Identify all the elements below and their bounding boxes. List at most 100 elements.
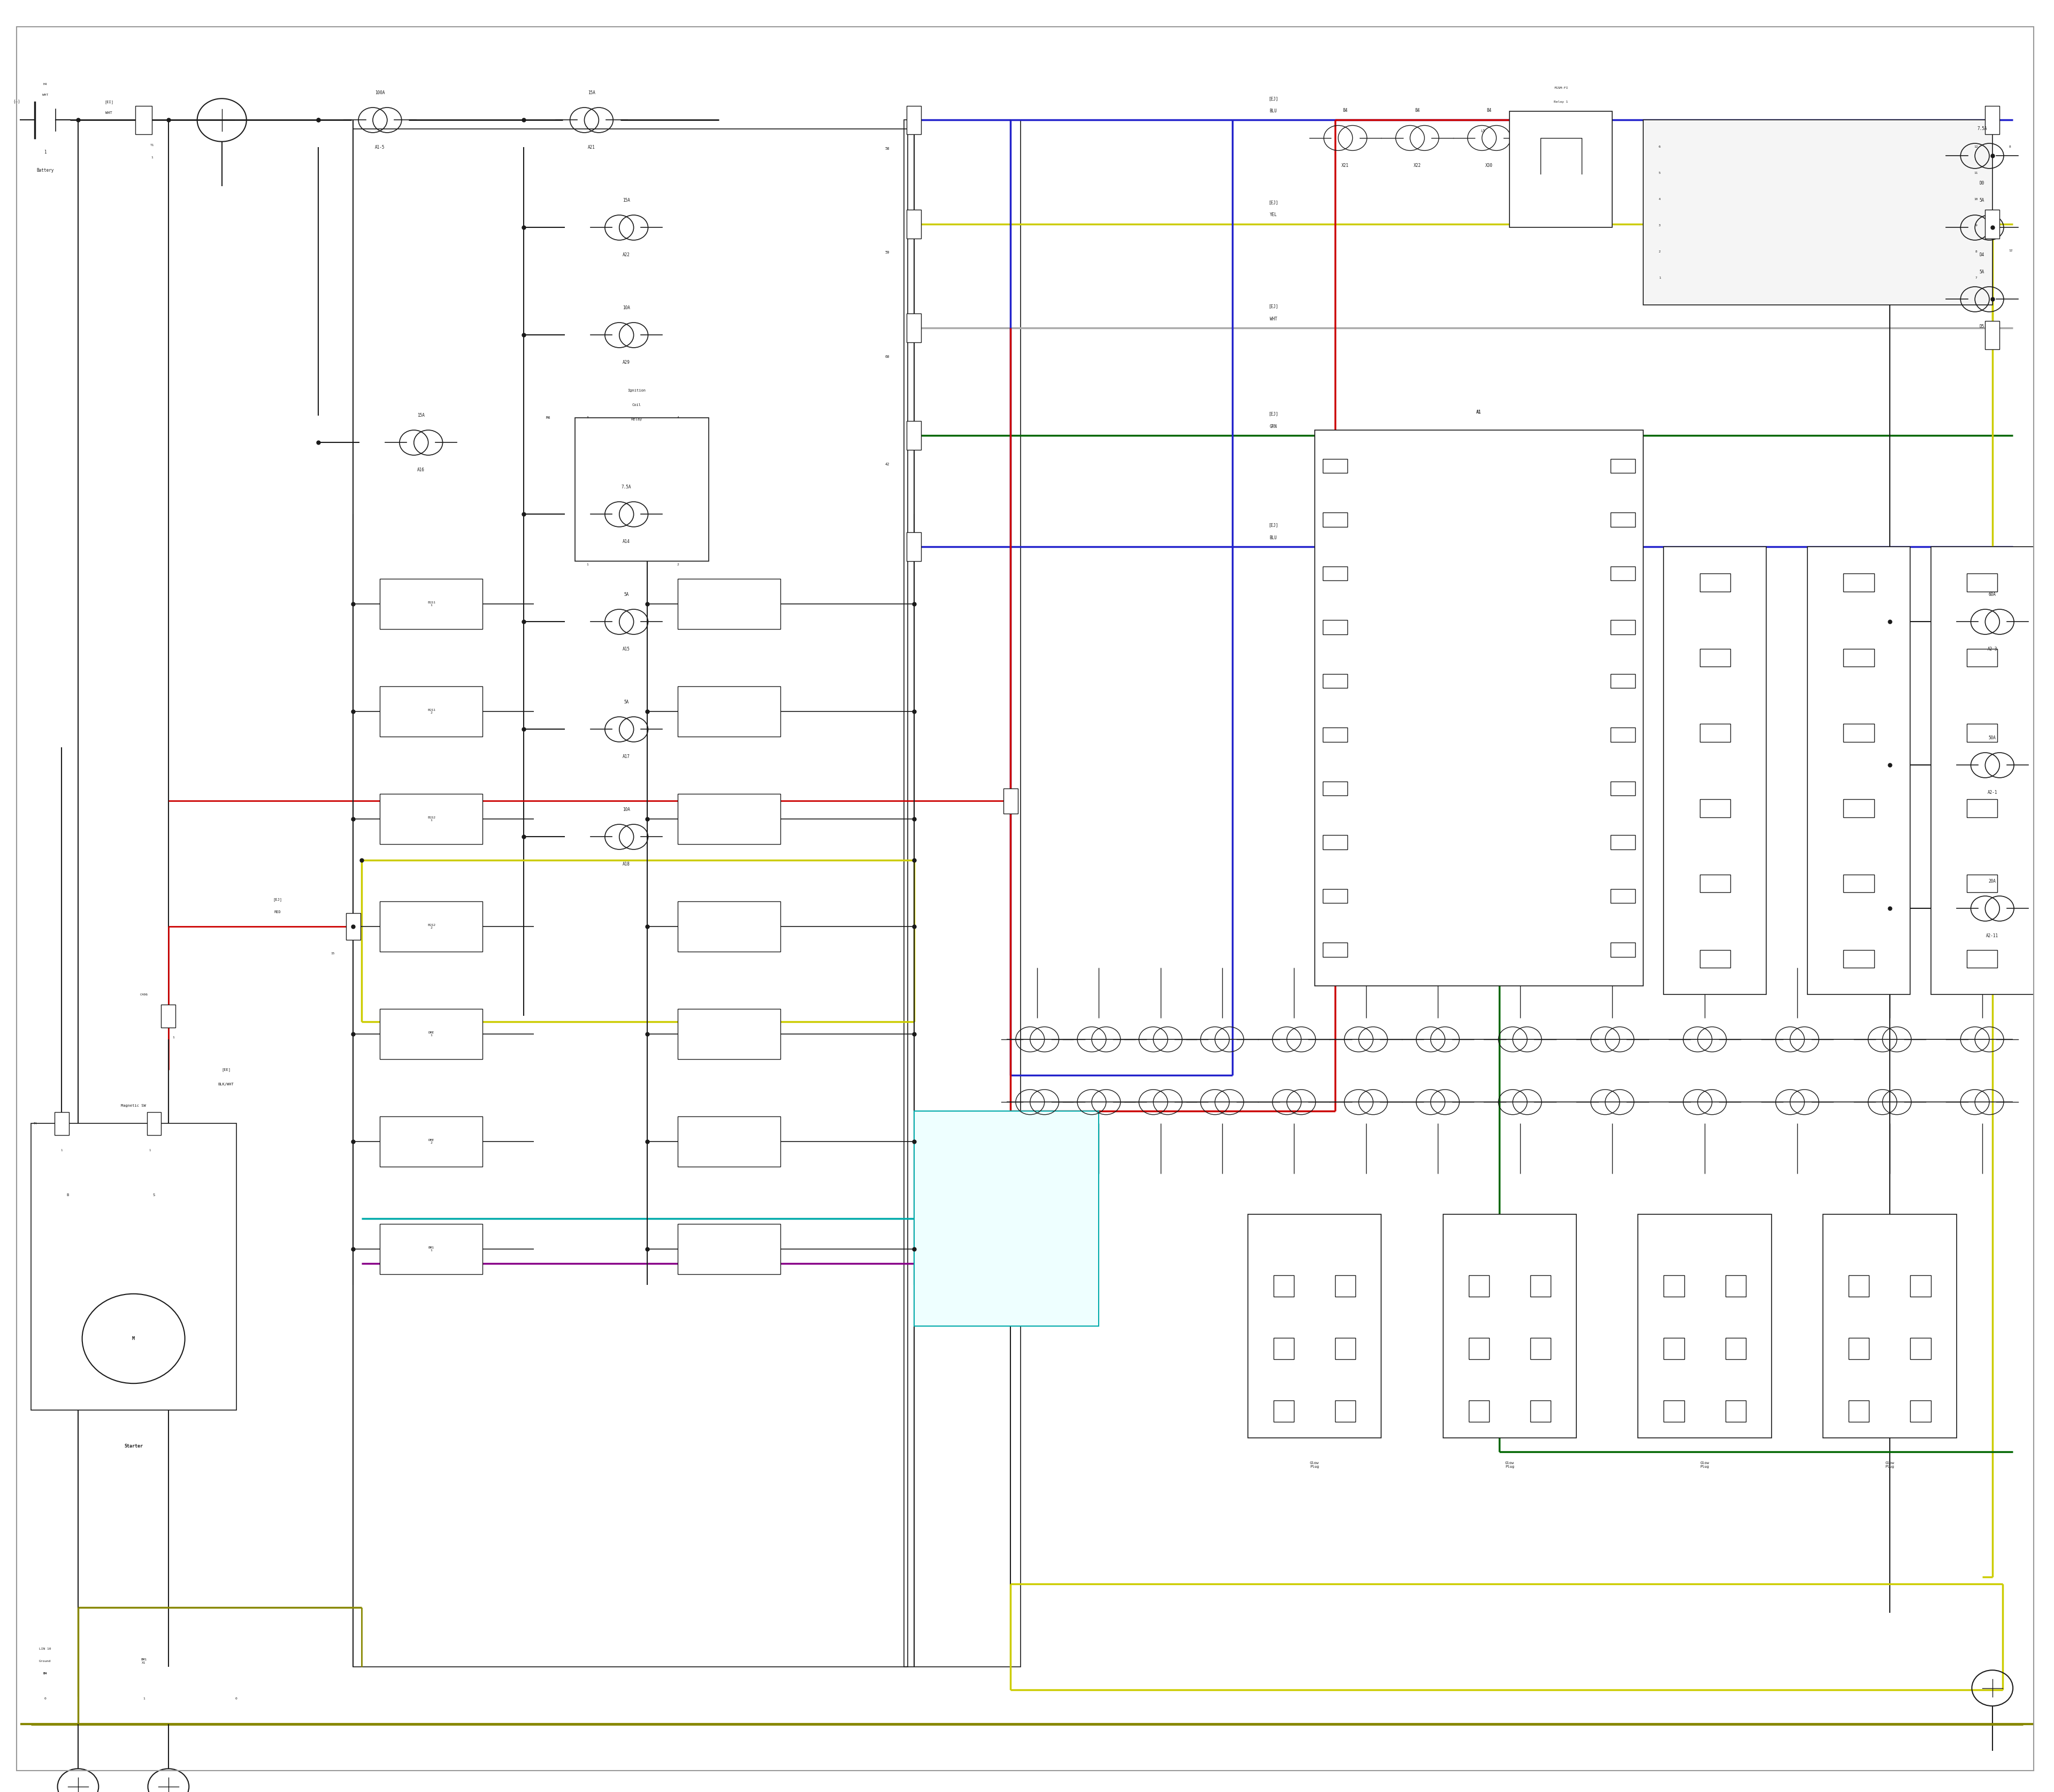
Bar (1335, 1337, 1356, 1358)
Text: Starter: Starter (123, 1444, 144, 1448)
Bar (678, 1009, 781, 1059)
Text: [EJ]: [EJ] (1269, 523, 1278, 527)
Text: 11: 11 (1974, 172, 1978, 174)
Bar (1323, 728, 1347, 742)
Bar (345, 912, 362, 939)
Bar (908, 532, 922, 561)
Text: Ground: Ground (39, 1659, 51, 1663)
Text: DME
2: DME 2 (429, 1138, 433, 1145)
Text: Glow
Plug: Glow Plug (1310, 1462, 1319, 1468)
Text: 7.5A: 7.5A (1978, 125, 1986, 131)
Bar (1849, 1337, 1869, 1358)
Text: BM1
1: BM1 1 (429, 1245, 433, 1253)
Bar (1323, 889, 1347, 903)
Text: A1: A1 (1477, 410, 1481, 414)
Text: A18: A18 (622, 862, 631, 867)
Bar (380, 1116, 483, 1167)
Bar (1530, 1401, 1551, 1423)
Text: 5A: 5A (624, 591, 629, 597)
Text: GRN: GRN (1269, 425, 1278, 428)
Bar (1323, 781, 1347, 796)
Bar (380, 1224, 483, 1274)
Bar (1610, 566, 1635, 581)
Text: C406: C406 (140, 993, 148, 996)
Text: X21: X21 (1341, 163, 1349, 168)
Bar (908, 210, 922, 238)
Text: 5A: 5A (1980, 269, 1984, 274)
Text: B4: B4 (1343, 108, 1347, 113)
Bar (1701, 724, 1729, 742)
Bar (1323, 674, 1347, 688)
Bar (908, 421, 922, 450)
Text: BM1
X1: BM1 X1 (142, 1658, 146, 1665)
Bar (1323, 620, 1347, 634)
Text: DME
1: DME 1 (429, 1030, 433, 1038)
Bar (1610, 459, 1635, 473)
Text: M4: M4 (546, 416, 550, 419)
Bar (1323, 513, 1347, 527)
Text: 59: 59 (885, 251, 889, 254)
Bar (1610, 674, 1635, 688)
Bar (1664, 1276, 1684, 1297)
Bar (1442, 1215, 1577, 1437)
Bar (1849, 1401, 1869, 1423)
Bar (53, 1111, 68, 1136)
Text: Glow
Plug: Glow Plug (1506, 1462, 1514, 1468)
Text: EGS2
1: EGS2 1 (427, 815, 435, 823)
Text: L5: L5 (1481, 129, 1485, 133)
Text: D5: D5 (1980, 324, 1984, 330)
Text: (+): (+) (12, 100, 21, 104)
Bar (575, 418, 709, 561)
Text: B4: B4 (1487, 108, 1491, 113)
Text: 15A: 15A (417, 412, 425, 418)
Text: B4: B4 (43, 1672, 47, 1676)
Text: X22: X22 (1413, 163, 1421, 168)
Text: A14: A14 (622, 539, 631, 545)
Text: [EJ]: [EJ] (273, 898, 281, 901)
Bar (1335, 1401, 1356, 1423)
Bar (1984, 210, 2001, 238)
Bar (1968, 649, 1996, 667)
Bar (1968, 874, 1996, 892)
Text: [EE]: [EE] (222, 1068, 230, 1072)
Text: Magnetic SW: Magnetic SW (121, 1104, 146, 1107)
Bar (908, 106, 922, 134)
Bar (380, 579, 483, 629)
Text: EGS2
2: EGS2 2 (427, 923, 435, 930)
Text: Glow
Plug: Glow Plug (1701, 1462, 1709, 1468)
Bar (1968, 799, 1996, 817)
Bar (1824, 1215, 1957, 1437)
Text: Glow
Plug: Glow Plug (1886, 1462, 1894, 1468)
Text: 5A: 5A (1980, 197, 1984, 202)
Text: BLU: BLU (1269, 536, 1278, 539)
Text: T4: T4 (33, 1122, 37, 1125)
Text: A16: A16 (417, 468, 425, 473)
Text: Battery: Battery (37, 168, 53, 172)
Bar (353, 129, 908, 1667)
Bar (1530, 1276, 1551, 1297)
Bar (1510, 111, 1612, 228)
Bar (914, 1111, 1099, 1326)
Text: A2-11: A2-11 (1986, 934, 1999, 939)
Text: [EJ]: [EJ] (1269, 305, 1278, 308)
Bar (1701, 874, 1729, 892)
Bar (1610, 513, 1635, 527)
Bar (380, 901, 483, 952)
Bar (678, 901, 781, 952)
Text: S: S (152, 1193, 156, 1197)
Bar (1610, 835, 1635, 849)
Bar (1844, 724, 1873, 742)
Text: H4: H4 (43, 82, 47, 86)
Bar (1610, 889, 1635, 903)
Bar (1725, 1401, 1746, 1423)
Bar (678, 686, 781, 737)
Text: 12: 12 (2009, 249, 2013, 253)
Bar (1984, 321, 2001, 349)
Bar (1664, 1337, 1684, 1358)
Text: 15A: 15A (622, 197, 631, 202)
Text: 10A: 10A (622, 305, 631, 310)
Text: BLK/WHT: BLK/WHT (218, 1082, 234, 1086)
Bar (678, 794, 781, 844)
Bar (1610, 781, 1635, 796)
Text: B: B (66, 1193, 70, 1197)
